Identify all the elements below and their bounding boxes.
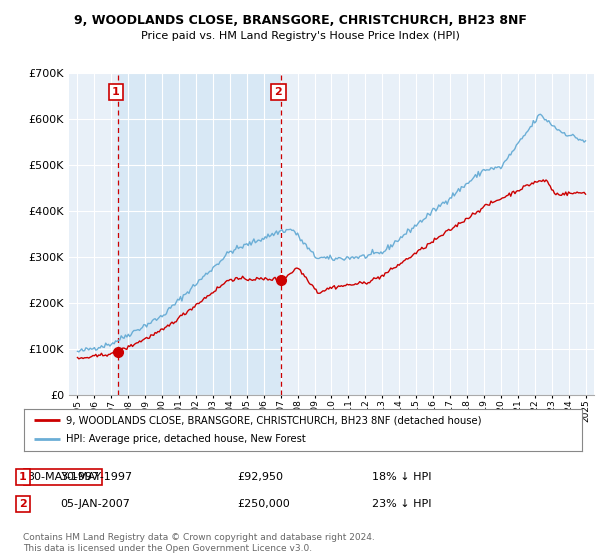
Text: 1: 1 <box>112 87 119 97</box>
Text: 2: 2 <box>274 87 282 97</box>
Text: 05-JAN-2007: 05-JAN-2007 <box>60 499 130 509</box>
Text: 23% ↓ HPI: 23% ↓ HPI <box>372 499 431 509</box>
Text: Contains HM Land Registry data © Crown copyright and database right 2024.
This d: Contains HM Land Registry data © Crown c… <box>23 533 374 553</box>
Text: 9, WOODLANDS CLOSE, BRANSGORE, CHRISTCHURCH, BH23 8NF (detached house): 9, WOODLANDS CLOSE, BRANSGORE, CHRISTCHU… <box>66 415 481 425</box>
Text: 18% ↓ HPI: 18% ↓ HPI <box>372 472 431 482</box>
Bar <box>118 73 281 395</box>
Text: 9, WOODLANDS CLOSE, BRANSGORE, CHRISTCHURCH, BH23 8NF: 9, WOODLANDS CLOSE, BRANSGORE, CHRISTCHU… <box>74 14 526 27</box>
Text: HPI: Average price, detached house, New Forest: HPI: Average price, detached house, New … <box>66 435 305 445</box>
Text: 30-MAY-1997: 30-MAY-1997 <box>60 472 132 482</box>
Text: 2: 2 <box>19 499 26 509</box>
Text: £250,000: £250,000 <box>237 499 290 509</box>
Text: 1: 1 <box>19 472 26 482</box>
Text: £92,950: £92,950 <box>237 472 283 482</box>
Text: Price paid vs. HM Land Registry's House Price Index (HPI): Price paid vs. HM Land Registry's House … <box>140 31 460 41</box>
Text: 30-MAY-1997: 30-MAY-1997 <box>27 472 99 482</box>
